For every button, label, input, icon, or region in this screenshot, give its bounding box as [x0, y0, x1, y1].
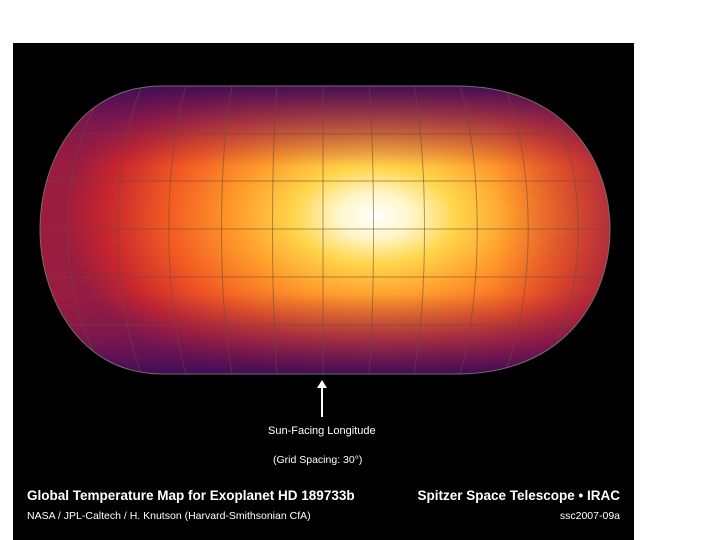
temperature-map [39, 85, 611, 375]
image-id: ssc2007-09a [559, 510, 620, 522]
map-title: Global Temperature Map for Exoplanet HD … [27, 488, 355, 503]
credit-line: NASA / JPL-Caltech / H. Knutson (Harvard… [27, 510, 311, 522]
sun-facing-label: Sun-Facing Longitude [268, 425, 376, 437]
graticule [40, 86, 610, 374]
grid-spacing-label: (Grid Spacing: 30°) [273, 454, 363, 466]
map-panel: Sun-Facing Longitude (Grid Spacing: 30°)… [13, 43, 634, 540]
globe-surface [40, 86, 610, 374]
mission-label: Spitzer Space Telescope • IRAC [417, 488, 620, 503]
